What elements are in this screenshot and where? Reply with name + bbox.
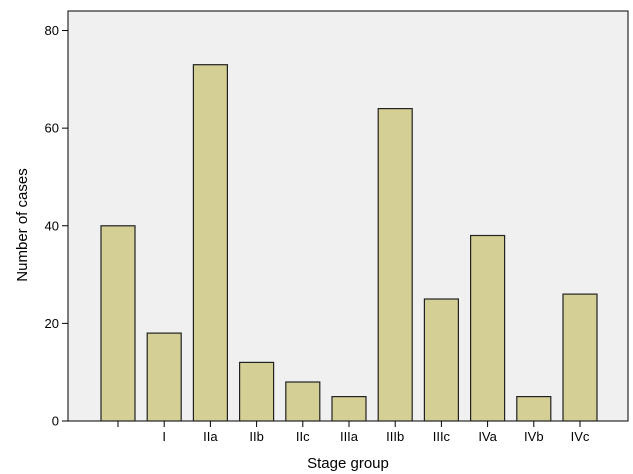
x-axis-title: Stage group [307,455,389,472]
bar-IVa [470,234,506,422]
bar-IVb [516,396,552,422]
y-axis: 0 20 40 60 80 [45,23,68,429]
bar-I [146,332,182,422]
bars-group [100,64,598,422]
bar-IVc [562,293,598,422]
y-tick-label: 60 [45,121,59,136]
x-tick-label: IIc [296,429,310,444]
y-axis-title: Number of cases [14,168,31,281]
x-tick-label: IIIb [386,429,404,444]
x-tick-label: IIIa [340,429,359,444]
x-tick-label: IVb [524,429,544,444]
bar-IIIb [377,107,413,422]
y-tick-label: 80 [45,23,59,38]
x-tick-label: I [162,429,166,444]
x-tick-label: IIIc [433,429,451,444]
bar-IIc [285,381,321,422]
bar-blank [100,225,136,422]
bar-IIa [192,64,228,422]
bar-IIIc [423,298,459,422]
bar-IIb [239,361,275,422]
x-tick-label: IIa [203,429,218,444]
x-tick-label: IVc [571,429,590,444]
bar-IIIa [331,396,367,422]
y-tick-label: 40 [45,218,59,233]
y-tick-label: 0 [52,414,59,429]
x-tick-label: IIb [249,429,263,444]
x-axis: I IIa IIb IIc IIIa IIIb IIIc IVa IVb IVc [117,421,590,444]
x-tick-label: IVa [478,429,497,444]
y-tick-label: 20 [45,316,59,331]
